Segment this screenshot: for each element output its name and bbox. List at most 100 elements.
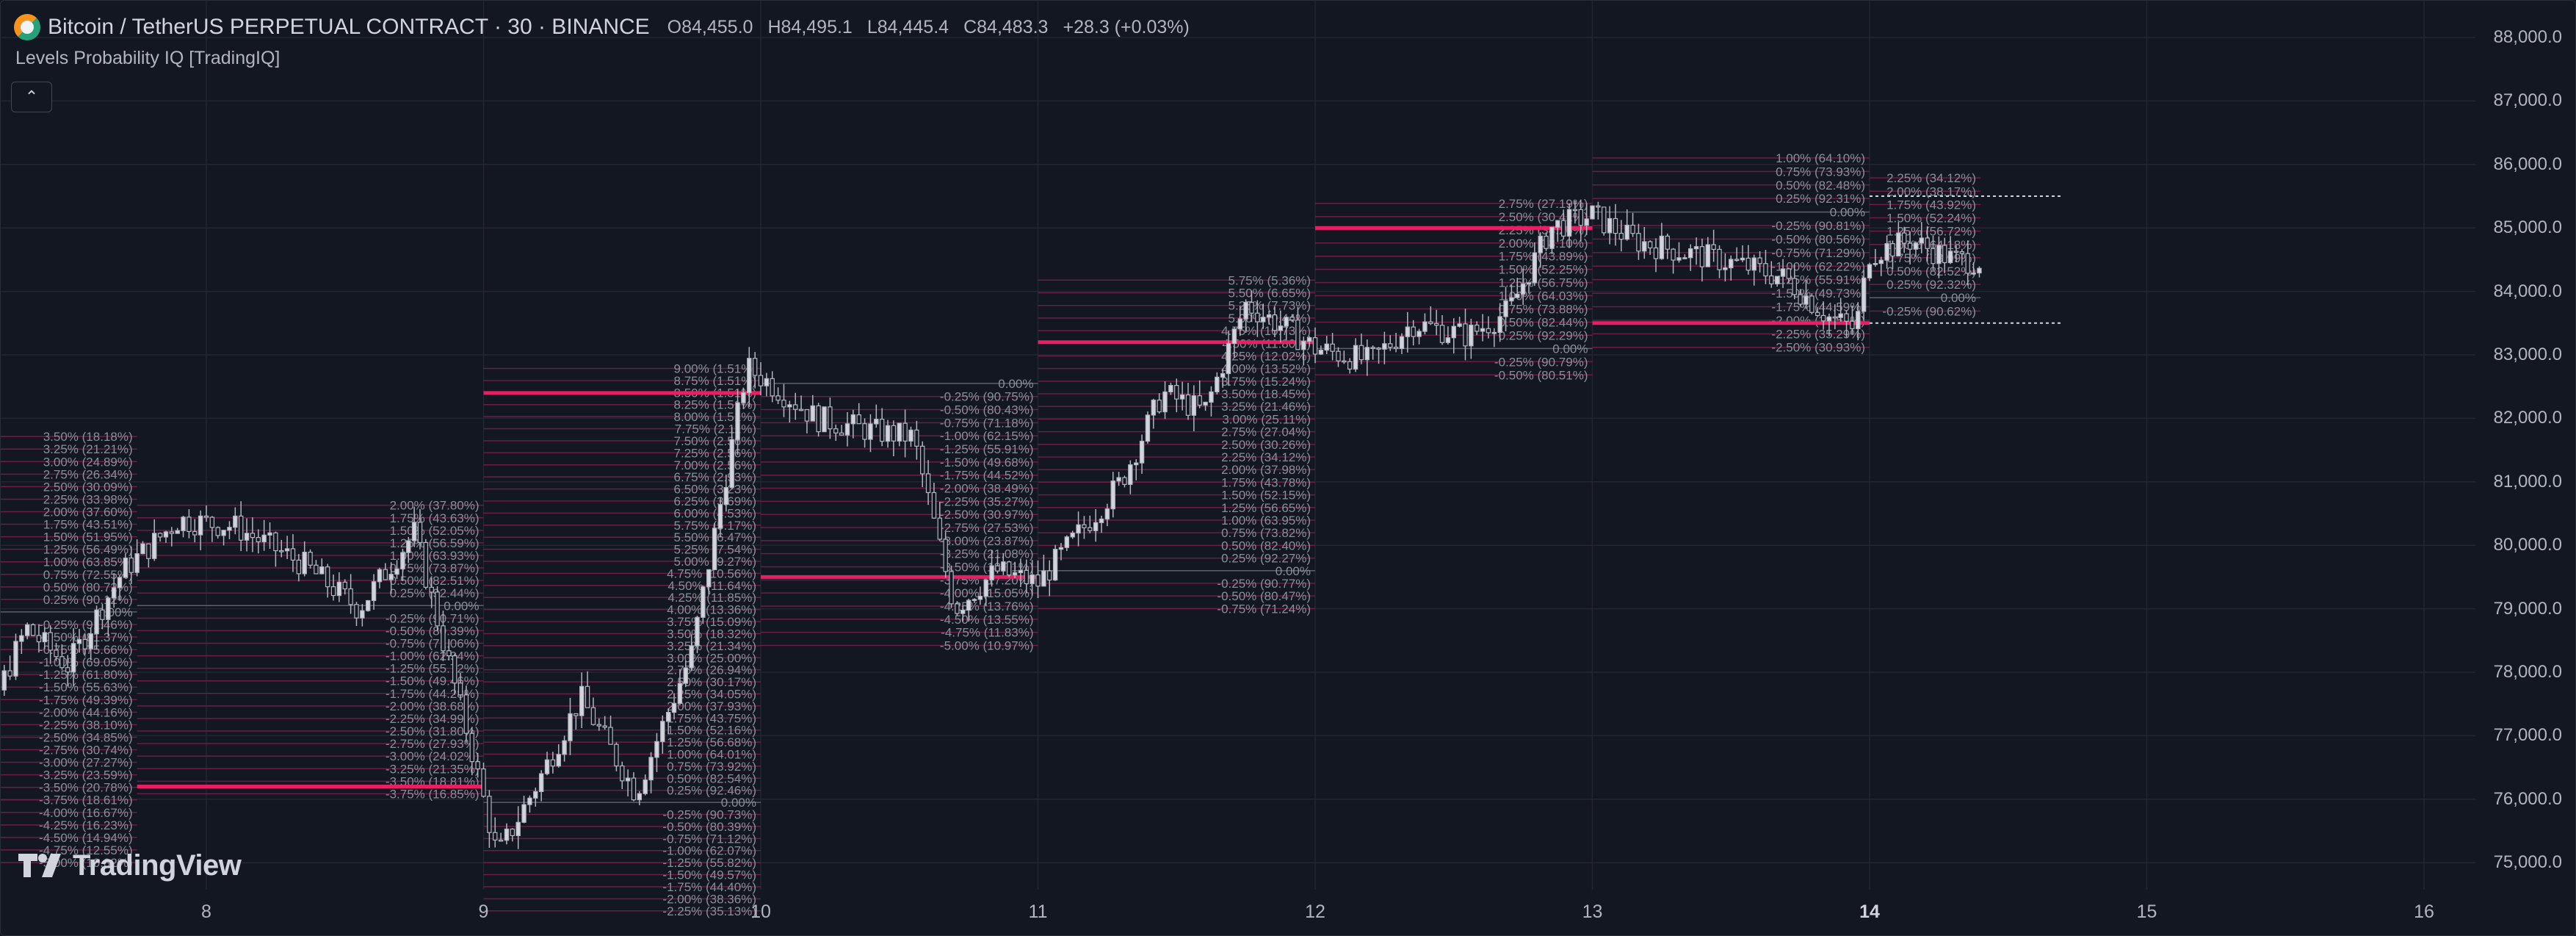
candle — [175, 528, 180, 534]
candle — [1018, 558, 1024, 588]
candle — [1925, 226, 1930, 262]
level-label: 1.00% (63.85%) — [43, 555, 133, 569]
candle — [1099, 515, 1104, 533]
level-label: 2.75% (27.04%) — [1221, 425, 1311, 439]
candle — [215, 526, 220, 539]
candle — [435, 586, 440, 632]
price-tick-label: 76,000.0 — [2493, 788, 2562, 809]
candle-body — [314, 564, 319, 575]
candle — [1405, 312, 1411, 353]
candle-body — [487, 796, 492, 833]
level-label: 4.25% (11.85%) — [667, 591, 756, 605]
candle-body — [533, 791, 538, 799]
level-label: 0.75% (73.87%) — [390, 561, 480, 575]
candle — [1093, 508, 1099, 542]
level-label: -1.50% (55.63%) — [39, 680, 133, 694]
candle-body — [637, 793, 643, 801]
candle — [498, 832, 504, 842]
candle-body — [1463, 323, 1468, 347]
level-label: 0.75% (73.93%) — [1776, 165, 1865, 179]
candle-body — [1191, 395, 1197, 416]
candle-body — [1203, 401, 1208, 406]
candle-body — [955, 603, 960, 614]
level-label: -0.25% (90.62%) — [1882, 304, 1976, 318]
candle — [94, 605, 99, 650]
candle-body — [1030, 574, 1035, 585]
candle — [550, 752, 556, 774]
candle-body — [1370, 347, 1375, 349]
candle — [977, 586, 983, 605]
candle — [689, 634, 694, 672]
level-label: 3.50% (18.45%) — [1221, 387, 1311, 401]
candle-body — [1306, 337, 1312, 342]
candle-body — [1433, 323, 1439, 326]
candle — [140, 541, 145, 555]
collapse-legend-button[interactable]: ⌃ — [11, 82, 52, 112]
candle — [111, 573, 117, 608]
candle-body — [250, 533, 256, 539]
candle — [1832, 304, 1838, 330]
candle — [1353, 338, 1358, 372]
level-label: 1.25% (56.65%) — [1221, 501, 1311, 515]
candle-body — [538, 773, 544, 793]
candle — [937, 501, 943, 541]
price-tick-label: 84,000.0 — [2493, 281, 2562, 301]
level-label: -1.25% (55.91%) — [1771, 273, 1865, 287]
candle — [1463, 309, 1468, 361]
level-label: -2.75% (27.93%) — [386, 737, 480, 751]
candle — [383, 563, 388, 580]
candle — [677, 669, 683, 705]
candle — [423, 539, 429, 590]
candle — [856, 403, 861, 425]
candle-body — [1642, 241, 1647, 252]
candle — [227, 521, 232, 539]
candle-body — [1330, 343, 1335, 352]
candle — [146, 543, 151, 568]
candle-body — [475, 761, 480, 770]
candle-body — [1757, 257, 1762, 264]
level-label: 1.50% (52.25%) — [1499, 263, 1588, 277]
candle — [106, 596, 111, 636]
candle-body — [1676, 257, 1682, 261]
candle-body — [360, 610, 365, 619]
time-tick-label: 13 — [1582, 901, 1603, 922]
candle-body — [574, 713, 579, 716]
candle-body — [960, 609, 966, 614]
time-tick-label: 15 — [2136, 901, 2157, 922]
level-label: 9.00% (1.51%) — [674, 362, 756, 376]
candle — [19, 629, 24, 655]
candle — [221, 530, 226, 546]
candle-body — [706, 569, 712, 588]
candle-body — [192, 530, 198, 536]
indicator-title[interactable]: Levels Probability IQ [TradingIQ] — [15, 48, 281, 68]
candle-body — [735, 402, 740, 440]
price-scale[interactable]: 88,000.0 87,000.0 86,000.0 85,000.0 84,000.0… — [2472, 1, 2575, 935]
candle — [1624, 209, 1629, 241]
candle-body — [665, 711, 671, 722]
candle-body — [157, 533, 163, 538]
candle — [665, 708, 671, 735]
candle-body — [1953, 251, 1959, 253]
candle — [1723, 253, 1728, 282]
level-label: -4.50% (14.94%) — [39, 831, 133, 845]
level-label: -2.25% (35.27%) — [940, 494, 1034, 508]
candle-body — [1, 670, 7, 691]
symbol-title[interactable]: Bitcoin / TetherUS PERPETUAL CONTRACT · … — [48, 15, 650, 39]
candle-body — [1602, 206, 1607, 234]
open-value: O84,455.0 — [667, 16, 753, 37]
candle — [284, 536, 290, 559]
candle-body — [1786, 268, 1792, 279]
candle — [1867, 262, 1873, 281]
candle — [394, 560, 399, 579]
candle-body — [1607, 217, 1613, 234]
candle — [931, 483, 937, 519]
candle — [308, 549, 313, 569]
candle — [1024, 559, 1029, 594]
candle — [100, 604, 105, 630]
candle — [1249, 290, 1254, 323]
candle-body — [24, 624, 30, 636]
candle-body — [568, 713, 573, 741]
candle-body — [1566, 209, 1572, 237]
candle-body — [833, 428, 839, 433]
